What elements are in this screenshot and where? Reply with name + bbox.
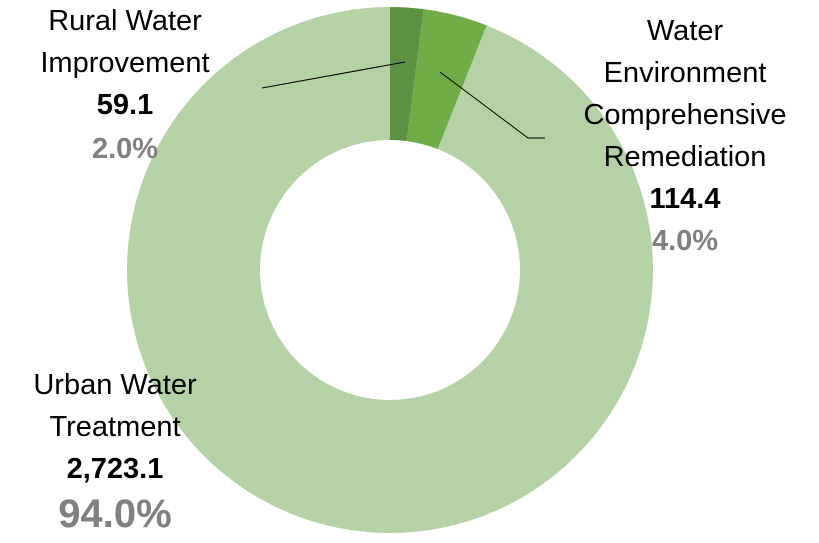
donut-segment	[126, 7, 653, 534]
value-label: 59.1	[96, 89, 154, 121]
category-label: Urban Water Treatment	[33, 369, 197, 443]
category-label: Rural Water Improvement	[40, 5, 210, 79]
leader-line	[439, 71, 545, 139]
percent-label: 94.0%	[58, 492, 172, 536]
value-label: 2,723.1	[66, 453, 164, 485]
label-urban: Urban Water Treatment 2,723.1 94.0%	[0, 364, 230, 538]
leader-line	[261, 61, 406, 89]
percent-label: 2.0%	[91, 133, 159, 165]
label-rural: Rural Water Improvement 59.1 2.0%	[0, 0, 250, 170]
label-water-env: Water Environment Comprehensive Remediat…	[545, 10, 819, 262]
donut-segment	[406, 9, 487, 150]
category-label: Water Environment Comprehensive Remediat…	[583, 15, 787, 173]
percent-label: 4.0%	[651, 225, 719, 257]
value-label: 114.4	[649, 183, 721, 215]
donut-segment	[390, 7, 424, 142]
